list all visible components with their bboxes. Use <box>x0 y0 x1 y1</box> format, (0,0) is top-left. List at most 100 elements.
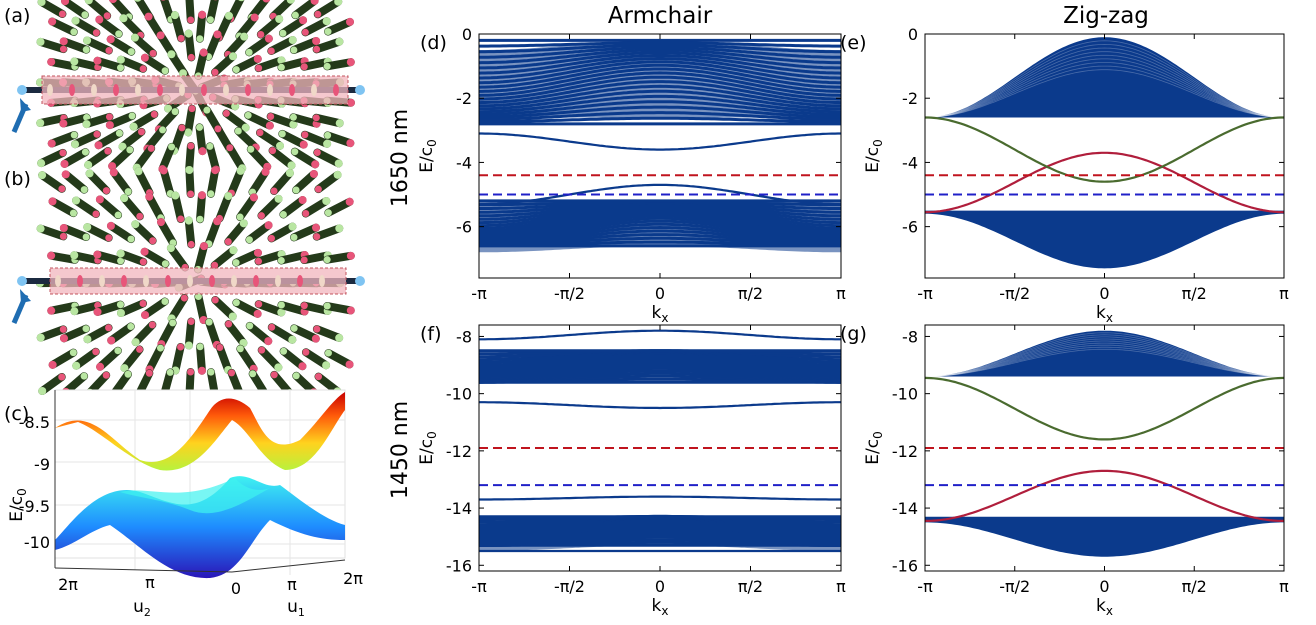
rod-tip <box>277 257 285 265</box>
rod <box>119 14 145 40</box>
rod-tip <box>206 16 214 24</box>
rod-tip <box>345 360 354 369</box>
rod-tip <box>345 17 354 26</box>
rod-tip <box>238 0 245 2</box>
rod <box>85 169 111 195</box>
rod-tip <box>104 147 112 155</box>
rod-tip <box>232 259 240 267</box>
rod-tip <box>81 148 89 156</box>
rod-tip <box>70 131 78 139</box>
x-tick-label: π/2 <box>1182 577 1207 596</box>
rod-tip <box>141 311 150 320</box>
rod-tip <box>199 48 208 57</box>
rod-tip <box>185 166 194 175</box>
rod-tip <box>280 347 288 355</box>
rod <box>36 325 68 342</box>
rod-tip <box>198 147 207 156</box>
rod-tip <box>177 34 185 42</box>
rod-tip <box>277 301 285 309</box>
rod <box>140 247 170 268</box>
rod <box>314 170 342 194</box>
rod-tip <box>160 0 166 1</box>
rod-tip <box>290 324 298 332</box>
rod-tip <box>228 312 237 321</box>
interface-rod <box>333 84 339 96</box>
edge-state-2 <box>478 183 842 206</box>
rod <box>236 344 258 373</box>
rod-tip <box>105 47 113 55</box>
rod <box>116 55 148 73</box>
rod-tip <box>187 53 195 61</box>
rod-tip <box>262 0 271 3</box>
edge-state-1 <box>925 469 1284 523</box>
rod-tip <box>232 299 240 307</box>
y-axis-label: E/c0 <box>863 139 885 172</box>
x-tick-label: 0 <box>655 577 665 596</box>
rod-tip <box>323 302 331 310</box>
rod-tip <box>80 372 88 380</box>
rod-tip <box>139 65 147 73</box>
rod-tip <box>211 261 219 269</box>
rod-tip <box>234 127 242 135</box>
bulk-fill-upper <box>479 350 841 377</box>
x-tick-label: 0 <box>1099 577 1109 596</box>
x-tick-label: -π/2 <box>999 284 1030 303</box>
interface-rod <box>55 275 61 287</box>
rod-tip <box>94 141 103 150</box>
rod-tip <box>84 160 93 169</box>
x-tick-label: -π/2 <box>554 577 585 596</box>
bulk-band-upper <box>479 116 841 124</box>
rod-tip <box>253 248 262 257</box>
rod-tip <box>187 240 195 248</box>
rod-tip <box>94 301 102 309</box>
rod <box>145 192 165 222</box>
rod-tip <box>114 211 122 219</box>
rod-tip <box>290 233 298 241</box>
rod <box>196 191 206 224</box>
rod-tip <box>199 242 208 251</box>
rod <box>267 36 297 55</box>
interface-rod <box>91 84 97 96</box>
interface-rod <box>319 275 325 287</box>
x-tick-label: π/2 <box>738 577 763 596</box>
rod-tip <box>166 368 174 376</box>
rod-tip <box>300 302 308 310</box>
rod-tip <box>187 368 195 376</box>
rod-tip <box>300 63 308 71</box>
rod-tip <box>169 319 177 327</box>
rod-tip <box>276 141 285 150</box>
rod-tip <box>236 345 244 353</box>
rod-tip <box>228 52 237 61</box>
rod <box>61 170 89 194</box>
rod <box>84 0 112 20</box>
rod-tip <box>205 318 213 326</box>
rod-tip <box>83 223 92 232</box>
rod-tip <box>159 166 168 175</box>
rod-tip <box>80 186 88 194</box>
y-tick-label: 0 <box>908 25 918 44</box>
rod-tip <box>47 139 56 148</box>
rod-tip <box>48 197 57 206</box>
panel-label-b: (b) <box>4 168 31 190</box>
c-ztick-3: -9.5 <box>19 497 50 516</box>
edge-state-1 <box>479 132 841 151</box>
rod <box>184 216 196 249</box>
band-surface-plot <box>54 389 346 579</box>
panel-label-e: (e) <box>840 32 867 54</box>
rod-tip <box>196 123 204 131</box>
rod-tip <box>291 148 299 156</box>
rod <box>61 0 89 19</box>
rod <box>244 111 274 130</box>
panel-g-zigzag-1450: -π -π/2 0 π/2 π -8 -10 -12 -14 -16 kx E/c0 <box>863 324 1289 618</box>
rod-tip <box>127 48 135 56</box>
rod-tip <box>168 143 176 151</box>
interface-rod <box>245 84 251 96</box>
edge-state-1 <box>479 329 841 341</box>
c-ztick-2: -9 <box>34 455 50 474</box>
rod-tip <box>225 320 233 328</box>
x-tick-label: -π <box>471 577 487 596</box>
input-arrowhead <box>20 98 31 112</box>
rod-tip <box>274 363 283 372</box>
rod-tip <box>70 57 79 66</box>
rod-tip <box>291 11 299 19</box>
